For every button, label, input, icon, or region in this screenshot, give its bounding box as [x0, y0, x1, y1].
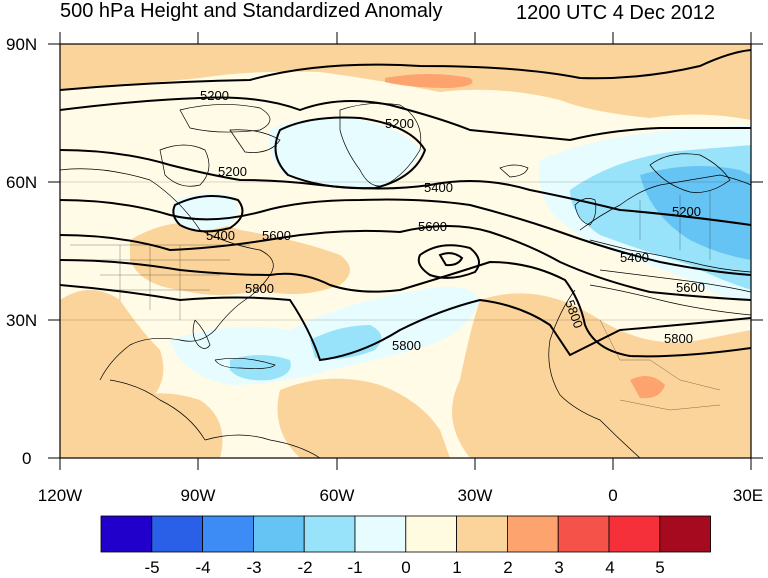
lon-label-90w: 90W — [180, 486, 216, 505]
tick-marks — [48, 32, 763, 470]
colorbar-swatch — [608, 515, 661, 553]
colorbar-swatch — [151, 515, 204, 553]
lat-label-90n: 90N — [6, 35, 38, 54]
svg-text:5200: 5200 — [385, 116, 414, 131]
lon-label-120w: 120W — [37, 486, 83, 505]
colorbar-label: 3 — [554, 558, 564, 577]
colorbar-swatch — [252, 515, 305, 553]
svg-text:5600: 5600 — [418, 219, 447, 234]
colorbar-swatch — [506, 515, 559, 553]
colorbar-swatch — [659, 515, 711, 553]
lat-label-60n: 60N — [6, 173, 38, 192]
colorbar-swatch — [557, 515, 610, 553]
strong-positive-anomaly — [385, 74, 473, 88]
svg-text:5800: 5800 — [245, 281, 274, 296]
colorbar-label: 4 — [605, 558, 615, 577]
svg-text:5600: 5600 — [676, 280, 705, 295]
colorbar-label: -5 — [144, 558, 160, 577]
svg-text:5200: 5200 — [218, 164, 247, 179]
svg-text:5800: 5800 — [392, 338, 421, 353]
colorbar-label: -4 — [195, 558, 211, 577]
valid-time: 1200 UTC 4 Dec 2012 — [516, 2, 716, 24]
contour-labels: 5200 5200 5200 5400 5400 5600 5600 5800 … — [200, 88, 705, 353]
colorbar-swatch — [303, 515, 356, 553]
colorbar-swatch — [100, 515, 153, 553]
colorbar-swatch — [202, 515, 254, 553]
svg-text:5600: 5600 — [262, 228, 291, 243]
lon-label-0: 0 — [608, 486, 618, 505]
colorbar-swatch — [354, 515, 407, 553]
lat-label-eq: 0 — [22, 449, 32, 468]
colorbar — [100, 515, 711, 553]
colorbar-swatch — [456, 515, 508, 553]
svg-text:5200: 5200 — [200, 88, 229, 103]
lon-label-60w: 60W — [319, 486, 355, 505]
negative-anomaly-shading — [170, 117, 751, 385]
lon-label-30w: 30W — [457, 486, 493, 505]
svg-text:5200: 5200 — [672, 204, 701, 219]
colorbar-label: -2 — [297, 558, 313, 577]
coastlines — [60, 103, 751, 458]
positive-anomaly-shading — [60, 44, 751, 458]
lon-label-30e: 30E — [732, 486, 764, 505]
svg-text:5400: 5400 — [206, 228, 235, 243]
colorbar-swatch — [405, 515, 457, 553]
svg-text:5800: 5800 — [664, 331, 693, 346]
map-title: 500 hPa Height and Standardized Anomaly — [60, 0, 443, 22]
colorbar-label: 0 — [401, 558, 411, 577]
height-contours — [60, 49, 751, 362]
colorbar-label: -3 — [246, 558, 262, 577]
colorbar-label: -1 — [347, 558, 363, 577]
lat-label-30n: 30N — [6, 311, 38, 330]
borders — [70, 190, 721, 411]
graticule — [60, 181, 751, 321]
svg-text:5400: 5400 — [620, 250, 649, 265]
colorbar-label: 5 — [655, 558, 665, 577]
colorbar-label: 1 — [452, 558, 462, 577]
map-frame — [59, 43, 752, 459]
colorbar-label: 2 — [503, 558, 513, 577]
svg-text:5400: 5400 — [424, 180, 453, 195]
